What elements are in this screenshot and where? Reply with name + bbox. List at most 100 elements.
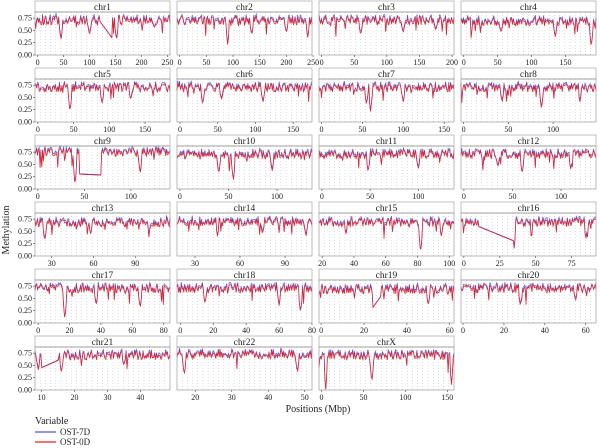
x-tick-label: 90 xyxy=(131,259,139,268)
legend-label-ost-7d: OST-7D xyxy=(60,427,91,437)
y-tick-label: 0.75 xyxy=(18,148,32,157)
series-line-ost-0d xyxy=(460,283,597,306)
panel-frame xyxy=(176,279,313,324)
series-line-ost-0d xyxy=(460,82,597,109)
panel-grid: chr10.000.250.500.750 50 100 150 200 250chr20… xyxy=(18,0,597,402)
y-tick-label: 0.25 xyxy=(18,172,32,181)
series-line-ost-0d xyxy=(34,216,171,240)
x-tick-label: 60 xyxy=(128,326,136,335)
x-tick-label: 100 xyxy=(227,58,239,67)
series-line-ost-0d xyxy=(34,15,171,39)
x-tick-label: 150 xyxy=(413,58,425,67)
panel-frame xyxy=(34,346,171,391)
panel-frame xyxy=(318,11,455,56)
panel-chr18: chr18 0 20 40 60 80 xyxy=(176,268,316,335)
x-tick-label: 100 xyxy=(555,192,567,201)
x-tick-label: 100 xyxy=(271,192,283,201)
panel-chr5: chr5 0.00 0.25 0.50 0.75 0 50 100 150 xyxy=(18,67,171,134)
series-line-ost-0d xyxy=(318,15,455,37)
y-tick-label: 0.25 xyxy=(18,38,32,47)
series-line-ost-0d xyxy=(318,82,455,112)
series-line-ost-0d xyxy=(176,216,313,237)
x-tick-label: 60 xyxy=(89,259,97,268)
panel-chr2: chr2 0 50 100 150 200 250 xyxy=(176,0,319,67)
x-tick-label: 20 xyxy=(500,326,508,335)
y-tick-label: 0.00 xyxy=(18,386,32,395)
series-line-ost-0d xyxy=(34,147,171,183)
x-tick-label: 0 xyxy=(462,192,466,201)
legend-label-ost-0d: OST-0D xyxy=(60,437,91,447)
x-tick-label: 30 xyxy=(48,259,56,268)
series-line-ost-0d xyxy=(460,15,597,45)
panel-chr8: chr8 0 50 100 xyxy=(460,67,597,134)
series-line-ost-0d xyxy=(318,217,455,250)
x-tick-label: 100 xyxy=(103,125,115,134)
panel-chr20: chr20 0 20 40 60 xyxy=(460,268,597,335)
panel-title: chr1 xyxy=(94,3,111,13)
x-tick-label: 200 xyxy=(280,58,292,67)
series-line-ost-0d xyxy=(34,82,171,109)
x-axis-label: Positions (Mbp) xyxy=(286,404,351,415)
panel-frame xyxy=(460,279,597,324)
x-tick-label: 40 xyxy=(242,326,250,335)
panel-title: chr18 xyxy=(234,271,256,281)
y-tick-label: 0.25 xyxy=(18,306,32,315)
x-tick-label: 0 xyxy=(462,58,466,67)
panel-title: chr2 xyxy=(236,3,253,13)
x-tick-label: 250 xyxy=(161,58,173,67)
panel-title: chr12 xyxy=(518,137,540,147)
panel-title: chr17 xyxy=(92,271,114,281)
x-tick-label: 50 xyxy=(532,259,540,268)
y-tick-label: 0.50 xyxy=(18,294,32,303)
panel-frame xyxy=(460,212,597,257)
x-tick-label: 40 xyxy=(264,393,272,402)
x-tick-label: 0 xyxy=(320,192,324,201)
x-tick-label: 50 xyxy=(224,192,232,201)
panel-title: chr21 xyxy=(92,338,114,348)
x-tick-label: 50 xyxy=(358,125,366,134)
x-tick-label: 50 xyxy=(60,58,68,67)
x-tick-label: 150 xyxy=(441,393,453,402)
panel-chr10: chr10 0 50 100 xyxy=(176,134,313,201)
x-tick-label: 50 xyxy=(350,58,358,67)
panel-title: chr13 xyxy=(92,204,114,214)
x-tick-label: 60 xyxy=(236,259,244,268)
panel-chr3: chr3 0 50 100 150 200 xyxy=(318,0,458,67)
x-tick-label: 75 xyxy=(568,259,576,268)
y-tick-label: 0.00 xyxy=(18,51,32,60)
series-line-ost-0d xyxy=(318,149,455,172)
x-tick-label: 30 xyxy=(103,393,111,402)
x-tick-label: 60 xyxy=(582,326,590,335)
x-tick-label: 20 xyxy=(318,259,326,268)
y-tick-label: 0.50 xyxy=(18,26,32,35)
x-tick-label: 40 xyxy=(403,326,411,335)
y-tick-label: 0.00 xyxy=(18,252,32,261)
x-tick-label: 0 xyxy=(319,125,323,134)
x-tick-label: 30 xyxy=(191,259,199,268)
x-tick-label: 80 xyxy=(413,259,421,268)
y-tick-label: 0.25 xyxy=(18,239,32,248)
panel-title: chr3 xyxy=(378,3,395,13)
panel-frame xyxy=(34,78,171,123)
panel-frame xyxy=(318,346,455,391)
y-tick-label: 0.75 xyxy=(18,215,32,224)
panel-title: chr19 xyxy=(376,271,398,281)
x-tick-label: 50 xyxy=(214,125,222,134)
panel-frame xyxy=(460,145,597,190)
series-line-ost-0d xyxy=(34,283,171,318)
panel-frame xyxy=(318,78,455,123)
panel-chr12: chr12 0 50 100 xyxy=(460,134,597,201)
panel-frame xyxy=(34,11,171,56)
y-axis-label: Methylation xyxy=(1,206,12,255)
panel-title: chr9 xyxy=(94,137,111,147)
series-line-ost-0d xyxy=(34,350,171,372)
x-tick-label: 50 xyxy=(366,192,374,201)
series-line-ost-0d xyxy=(176,82,313,104)
x-tick-label: 80 xyxy=(308,326,316,335)
series-line-ost-0d xyxy=(318,349,455,390)
panel-chr15: chr15 20 40 60 80 100 xyxy=(318,201,455,268)
x-tick-label: 0 xyxy=(178,125,182,134)
panel-title: chr10 xyxy=(234,137,256,147)
x-tick-label: 50 xyxy=(508,192,516,201)
